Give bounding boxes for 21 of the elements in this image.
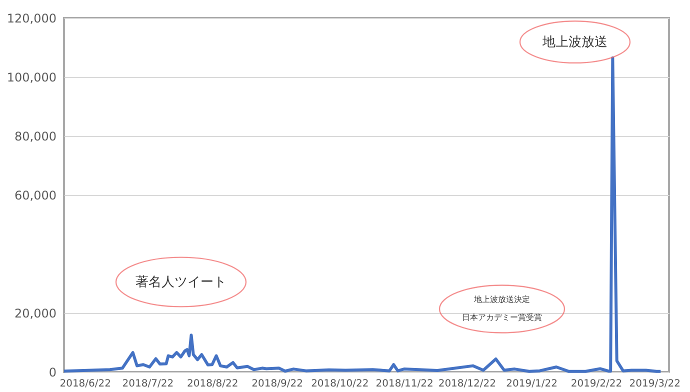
y-tick-label: 120,000 [6,12,56,26]
x-tick-label: 2018/8/22 [186,378,238,390]
x-tick-label: 2018/10/22 [311,378,369,390]
y-tick-label: 0 [48,366,56,380]
x-tick-label: 2019/3/22 [629,378,681,390]
annotation: 日本アカデミー賞受賞 [462,313,542,322]
x-tick-label: 2018/11/22 [376,378,434,390]
annotation: 著名人ツイート [136,275,226,290]
y-tick-label: 80,000 [14,130,56,144]
x-tick-label: 2019/2/22 [570,378,622,390]
line-series [62,56,662,373]
annotation: 地上波放送決定 [473,295,530,304]
y-tick-label: 60,000 [14,188,56,202]
y-tick-label: 100,000 [6,70,56,84]
annotation: 地上波放送 [542,35,608,50]
x-tick-label: 2019/1/22 [506,378,558,390]
x-tick-label: 2018/9/22 [252,378,303,390]
x-tick-label: 2018/7/22 [122,378,174,390]
x-tick-label: 2018/12/22 [438,378,496,390]
x-tick-label: 2018/6/22 [60,378,112,390]
y-tick-label: 20,000 [14,306,56,320]
